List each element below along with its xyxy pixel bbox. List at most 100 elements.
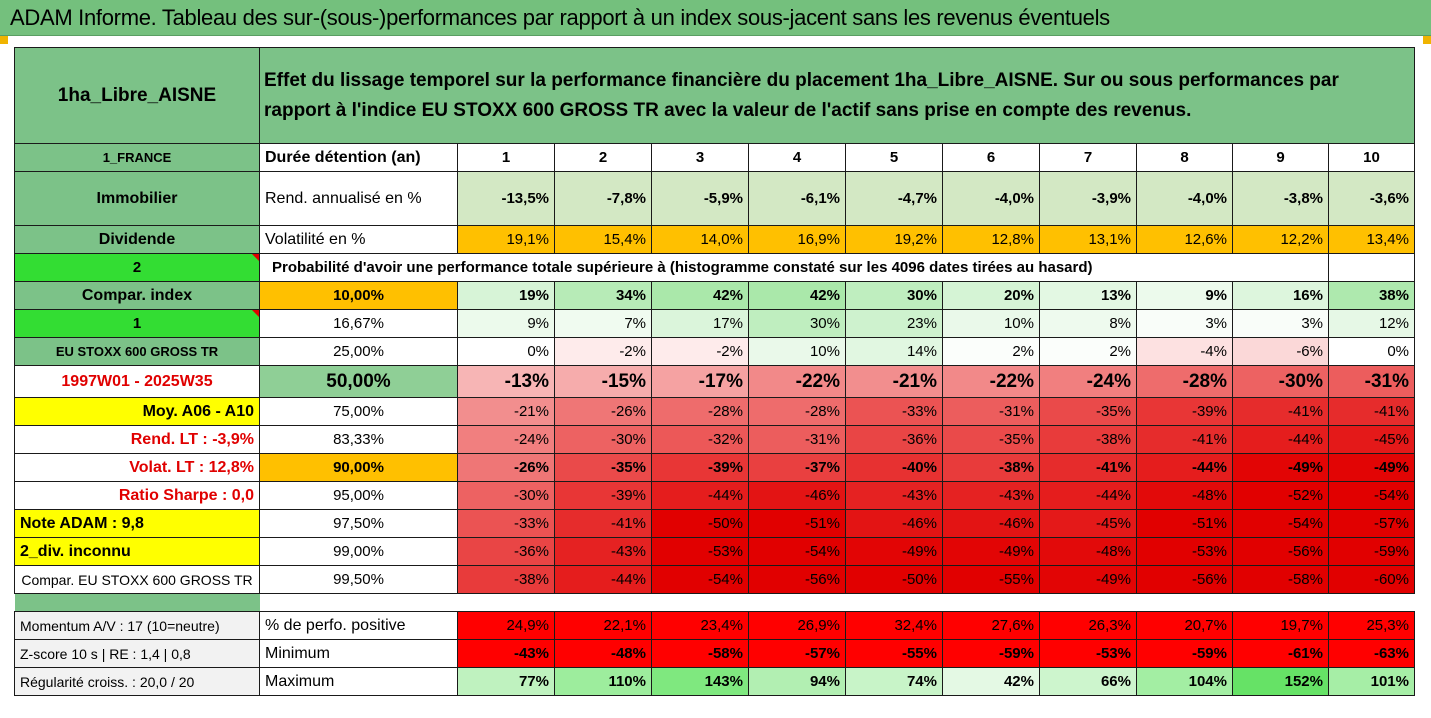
quantile-value-cell[interactable]: -41%	[1136, 425, 1233, 454]
maximum-label[interactable]: Maximum	[259, 667, 458, 696]
quantile-value-cell[interactable]: -40%	[845, 453, 943, 482]
quantile-value-cell[interactable]: -21%	[457, 397, 555, 426]
minimum-cell[interactable]: -58%	[651, 639, 749, 668]
perf-pos-cell[interactable]: 23,4%	[651, 611, 749, 640]
quantile-value-cell[interactable]: -51%	[748, 509, 846, 538]
quantile-value-cell[interactable]: -50%	[845, 565, 943, 594]
rend-cell[interactable]: -3,9%	[1039, 171, 1137, 226]
quantile-value-cell[interactable]: -36%	[457, 537, 555, 566]
quantile-threshold-cell[interactable]: 97,50%	[259, 509, 458, 538]
empty-cell[interactable]	[1232, 253, 1329, 282]
volat-label[interactable]: Volatilité en %	[259, 225, 458, 254]
compar-full-cell[interactable]: Compar. EU STOXX 600 GROSS TR	[14, 565, 260, 594]
sharpe-cell[interactable]: Ratio Sharpe : 0,0	[14, 481, 260, 510]
rend-cell[interactable]: -4,0%	[1136, 171, 1233, 226]
quantile-value-cell[interactable]: -54%	[651, 565, 749, 594]
quantile-value-cell[interactable]: -44%	[1232, 425, 1329, 454]
maximum-cell[interactable]: 104%	[1136, 667, 1233, 696]
quantile-value-cell[interactable]: -30%	[1232, 365, 1329, 398]
quantile-value-cell[interactable]: 20%	[942, 281, 1040, 310]
maximum-cell[interactable]: 94%	[748, 667, 846, 696]
quantile-value-cell[interactable]: -30%	[554, 425, 652, 454]
quantile-value-cell[interactable]: -35%	[1039, 397, 1137, 426]
quantile-value-cell[interactable]: -4%	[1136, 337, 1233, 366]
perf-pos-cell[interactable]: 32,4%	[845, 611, 943, 640]
quantile-value-cell[interactable]: -39%	[554, 481, 652, 510]
quantile-value-cell[interactable]: -48%	[1136, 481, 1233, 510]
volat-cell[interactable]: 13,4%	[1328, 225, 1415, 254]
quantile-threshold-cell[interactable]: 25,00%	[259, 337, 458, 366]
maximum-cell[interactable]: 66%	[1039, 667, 1137, 696]
quantile-value-cell[interactable]: 3%	[1136, 309, 1233, 338]
quantile-value-cell[interactable]: 10%	[748, 337, 846, 366]
quantile-threshold-cell[interactable]: 16,67%	[259, 309, 458, 338]
quantile-value-cell[interactable]: -54%	[1328, 481, 1415, 510]
quantile-value-cell[interactable]: -56%	[1232, 537, 1329, 566]
year-cell[interactable]: 3	[651, 143, 749, 172]
quantile-threshold-cell[interactable]: 10,00%	[259, 281, 458, 310]
quantile-value-cell[interactable]: -45%	[1328, 425, 1415, 454]
rend-cell[interactable]: -5,9%	[651, 171, 749, 226]
perf-pos-cell[interactable]: 25,3%	[1328, 611, 1415, 640]
quantile-value-cell[interactable]: -44%	[651, 481, 749, 510]
quantile-value-cell[interactable]: -39%	[651, 453, 749, 482]
quantile-value-cell[interactable]: -51%	[1136, 509, 1233, 538]
quantile-value-cell[interactable]: -36%	[845, 425, 943, 454]
div-cell[interactable]: 2_div. inconnu	[14, 537, 260, 566]
quantile-value-cell[interactable]: -22%	[748, 365, 846, 398]
minimum-cell[interactable]: -57%	[748, 639, 846, 668]
quantile-value-cell[interactable]: -54%	[748, 537, 846, 566]
quantile-value-cell[interactable]: -22%	[942, 365, 1040, 398]
quantile-value-cell[interactable]: 12%	[1328, 309, 1415, 338]
quantile-value-cell[interactable]: -38%	[942, 453, 1040, 482]
quantile-value-cell[interactable]: -60%	[1328, 565, 1415, 594]
rend-cell[interactable]: -3,6%	[1328, 171, 1415, 226]
quantile-value-cell[interactable]: -28%	[1136, 365, 1233, 398]
perf-pos-cell[interactable]: 22,1%	[554, 611, 652, 640]
year-cell[interactable]: 5	[845, 143, 943, 172]
rend-lt-cell[interactable]: Rend. LT : -3,9%	[14, 425, 260, 454]
year-cell[interactable]: 10	[1328, 143, 1415, 172]
quantile-value-cell[interactable]: -32%	[651, 425, 749, 454]
quantile-value-cell[interactable]: -54%	[1232, 509, 1329, 538]
quantile-value-cell[interactable]: 13%	[1039, 281, 1137, 310]
category-cell[interactable]: Immobilier	[14, 171, 260, 226]
quantile-value-cell[interactable]: -57%	[1328, 509, 1415, 538]
moy-cell[interactable]: Moy. A06 - A10	[14, 397, 260, 426]
quantile-value-cell[interactable]: 14%	[845, 337, 943, 366]
duree-label[interactable]: Durée détention (an)	[259, 143, 458, 172]
quantile-value-cell[interactable]: 42%	[651, 281, 749, 310]
quantile-value-cell[interactable]: -15%	[554, 365, 652, 398]
quantile-value-cell[interactable]: -6%	[1232, 337, 1329, 366]
quantile-value-cell[interactable]: -49%	[1039, 565, 1137, 594]
perf-pos-left-cell[interactable]: Momentum A/V : 17 (10=neutre)	[14, 611, 260, 640]
quantile-value-cell[interactable]: 2%	[942, 337, 1040, 366]
selector-1-cell[interactable]: 1	[14, 309, 260, 338]
rend-cell[interactable]: -6,1%	[748, 171, 846, 226]
minimum-cell[interactable]: -61%	[1232, 639, 1329, 668]
quantile-value-cell[interactable]: -17%	[651, 365, 749, 398]
rend-cell[interactable]: -7,8%	[554, 171, 652, 226]
maximum-cell[interactable]: 152%	[1232, 667, 1329, 696]
quantile-value-cell[interactable]: -2%	[651, 337, 749, 366]
quantile-value-cell[interactable]: -48%	[1039, 537, 1137, 566]
quantile-value-cell[interactable]: -13%	[457, 365, 555, 398]
minimum-cell[interactable]: -59%	[942, 639, 1040, 668]
quantile-value-cell[interactable]: 34%	[554, 281, 652, 310]
volat-cell[interactable]: 12,6%	[1136, 225, 1233, 254]
quantile-threshold-cell[interactable]: 75,00%	[259, 397, 458, 426]
quantile-value-cell[interactable]: -28%	[748, 397, 846, 426]
year-cell[interactable]: 1	[457, 143, 555, 172]
rend-cell[interactable]: -13,5%	[457, 171, 555, 226]
period-cell[interactable]: 1997W01 - 2025W35	[14, 365, 260, 398]
perf-pos-cell[interactable]: 20,7%	[1136, 611, 1233, 640]
quantile-value-cell[interactable]: -28%	[651, 397, 749, 426]
quantile-value-cell[interactable]: -21%	[845, 365, 943, 398]
rend-label[interactable]: Rend. annualisé en %	[259, 171, 458, 226]
note-cell[interactable]: Note ADAM : 9,8	[14, 509, 260, 538]
quantile-value-cell[interactable]: -53%	[1136, 537, 1233, 566]
quantile-value-cell[interactable]: -43%	[942, 481, 1040, 510]
year-cell[interactable]: 8	[1136, 143, 1233, 172]
quantile-value-cell[interactable]: -39%	[1136, 397, 1233, 426]
quantile-threshold-cell[interactable]: 50,00%	[259, 365, 458, 398]
